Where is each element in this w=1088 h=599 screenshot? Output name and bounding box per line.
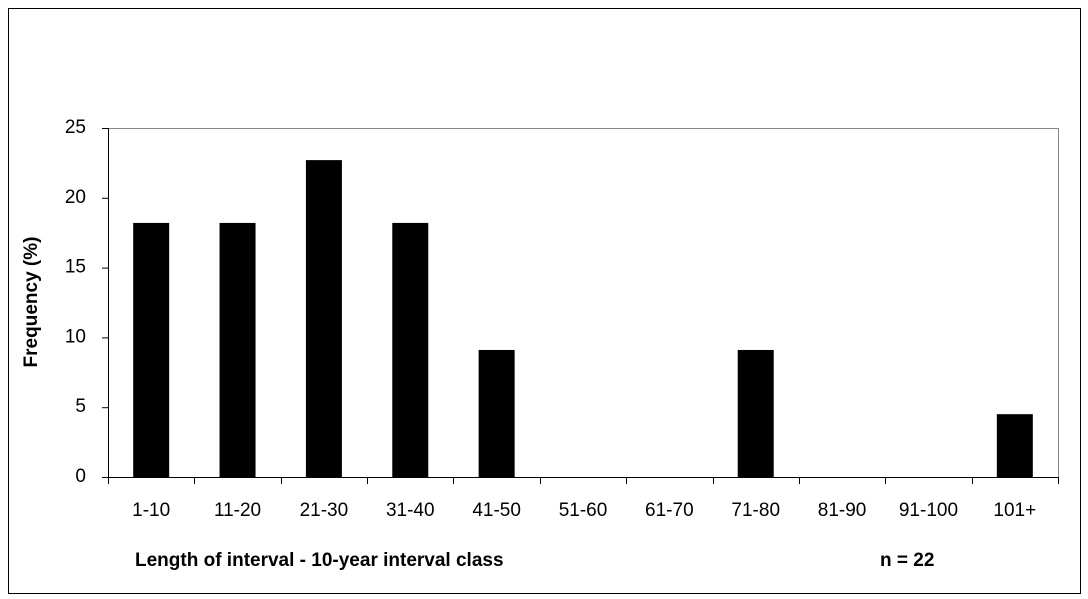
bar xyxy=(392,222,429,477)
x-axis-label: Length of interval - 10-year interval cl… xyxy=(135,550,504,571)
bar xyxy=(996,414,1033,477)
y-tick-label: 15 xyxy=(65,257,86,278)
x-tick-label: 11-20 xyxy=(214,500,261,521)
x-tick-label: 51-60 xyxy=(559,500,608,521)
x-tick-label: 81-90 xyxy=(818,500,867,521)
bar xyxy=(133,222,170,477)
y-tick-label: 25 xyxy=(65,117,86,138)
bar xyxy=(737,349,774,477)
x-tick-label: 101+ xyxy=(993,500,1036,521)
x-tick-label: 91-100 xyxy=(899,500,958,521)
y-tick-label: 10 xyxy=(65,326,86,347)
y-axis-label: Frequency (%) xyxy=(21,237,42,368)
x-tick-label: 31-40 xyxy=(386,500,435,521)
x-tick-label: 71-80 xyxy=(731,500,780,521)
y-tick-label: 20 xyxy=(65,187,86,208)
bar xyxy=(305,160,342,477)
frame xyxy=(8,8,1081,594)
x-tick-label: 61-70 xyxy=(645,500,694,521)
annotation: n = 22 xyxy=(880,550,934,571)
y-tick-label: 0 xyxy=(75,466,86,487)
y-tick-label: 5 xyxy=(75,396,86,417)
x-tick-label: 1-10 xyxy=(132,500,170,521)
bar xyxy=(219,222,256,477)
x-tick-label: 41-50 xyxy=(472,500,521,521)
x-tick-label: 21-30 xyxy=(300,500,349,521)
bar xyxy=(478,349,515,477)
